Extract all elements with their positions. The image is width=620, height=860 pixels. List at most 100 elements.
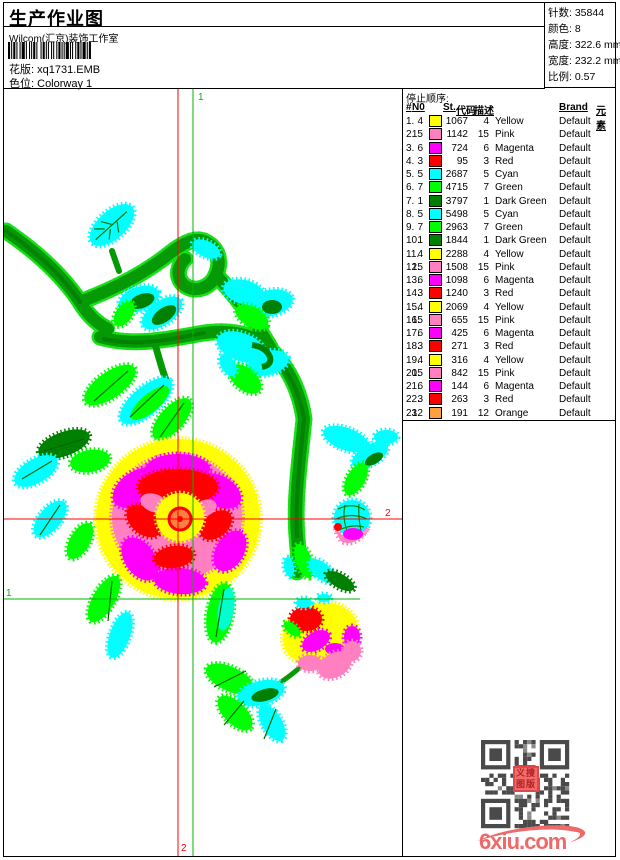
cell-code: 1 xyxy=(483,195,489,207)
table-row: 5. 5 2687 5 Cyan Default xyxy=(403,168,615,181)
cell-code: 3 xyxy=(483,288,489,300)
table-row: 18. 3 271 3 Red Default xyxy=(403,340,615,353)
studio-name: Wilcom(汇京)装饰工作室 xyxy=(9,34,119,45)
leaf-cluster-bottom-right xyxy=(203,661,288,744)
table-row: 20. 15 842 15 Pink Default xyxy=(403,366,615,380)
thread-color-chip xyxy=(429,221,442,233)
thread-color-chip xyxy=(429,207,442,220)
table-bottom-border xyxy=(403,420,615,421)
cell-brand: Default xyxy=(559,288,591,300)
thread-color-chip xyxy=(429,194,442,207)
cell-n0: 6 xyxy=(417,328,423,339)
table-row: 11. 4 2288 4 Yellow Default xyxy=(403,247,615,261)
cell-seq: 4. xyxy=(406,155,415,167)
cell-seq: 14. xyxy=(406,288,420,300)
cell-seq: 5. xyxy=(406,169,415,180)
cell-code: 7 xyxy=(483,222,489,233)
cell-seq: 18. xyxy=(406,341,420,353)
thread-color-chip xyxy=(429,313,442,326)
sepals xyxy=(281,541,357,594)
stat-stitches: 针数: 35844 xyxy=(548,7,605,19)
cell-brand: Default xyxy=(559,354,591,366)
design-file-line: 花版: xq1731.EMB xyxy=(9,61,100,77)
cell-brand: Default xyxy=(559,169,591,180)
cell-description: Dark Green xyxy=(495,195,547,207)
colorway-value: Colorway 1 xyxy=(37,78,93,90)
thread-color-chip xyxy=(429,393,442,406)
embroidery-design: 1 2 1 2 xyxy=(4,89,402,856)
cell-seq: 23. xyxy=(406,407,420,419)
table-header: # N0 St. 代码 描述 Brand 元素 xyxy=(403,102,615,132)
cell-n0: 3 xyxy=(417,394,423,406)
table-row: 17. 6 425 6 Magenta Default xyxy=(403,327,615,340)
cell-brand: Default xyxy=(559,394,591,406)
cell-code: 7 xyxy=(483,182,489,194)
cell-stitches: 2288 xyxy=(445,248,468,260)
cell-seq: 2. xyxy=(406,129,415,141)
cell-n0: 1 xyxy=(417,235,423,247)
cell-brand: Default xyxy=(559,222,591,233)
cell-seq: 7. xyxy=(406,195,415,207)
cell-description: Magenta xyxy=(495,381,534,392)
cell-n0: 4 xyxy=(417,248,423,260)
cell-brand: Default xyxy=(559,142,591,154)
col-hash: # xyxy=(406,102,412,113)
marker-label-green-left: 1 xyxy=(6,588,12,599)
table-row: 8. 5 5498 5 Cyan Default xyxy=(403,207,615,221)
cell-stitches: 144 xyxy=(451,381,468,392)
page-title: 生产作业图 xyxy=(9,9,104,29)
cell-description: Green xyxy=(495,222,523,233)
thread-color-chip xyxy=(429,380,442,392)
stop-sequence-title: 停止顺序: xyxy=(406,94,449,105)
cell-stitches: 1067 xyxy=(445,116,468,127)
cell-code: 5 xyxy=(483,169,489,180)
red-stamp: 义搜 图版 xyxy=(513,766,539,792)
cell-seq: 13. xyxy=(406,275,420,286)
cell-code: 3 xyxy=(483,155,489,167)
watermark: 6xiu.com xyxy=(475,825,590,855)
cell-description: Pink xyxy=(495,261,515,273)
thread-color-chip xyxy=(429,353,442,366)
cell-seq: 22. xyxy=(406,394,420,406)
table-row: 15. 4 2069 4 Yellow Default xyxy=(403,300,615,314)
table-row: 21. 6 144 6 Magenta Default xyxy=(403,380,615,393)
cell-stitches: 316 xyxy=(451,354,468,366)
cell-brand: Default xyxy=(559,116,591,127)
cell-code: 15 xyxy=(477,129,489,141)
cell-brand: Default xyxy=(559,129,591,141)
cell-stitches: 2963 xyxy=(445,222,468,233)
qr-code: 义搜 图版 xyxy=(479,738,572,831)
cell-description: Yellow xyxy=(495,301,524,313)
cell-seq: 8. xyxy=(406,208,415,220)
thread-color-chip xyxy=(429,181,442,194)
cell-description: Pink xyxy=(495,129,515,141)
cell-n0: 4 xyxy=(417,354,423,366)
cell-n0: 5 xyxy=(417,208,423,220)
cell-description: Green xyxy=(495,182,523,194)
thread-color-chip xyxy=(429,340,442,353)
cell-code: 6 xyxy=(483,381,489,392)
leaf-top xyxy=(87,201,137,249)
cell-seq: 6. xyxy=(406,182,415,194)
cell-stitches: 271 xyxy=(451,341,468,353)
cell-description: Cyan xyxy=(495,208,519,220)
title-row: 生产作业图 xyxy=(4,3,544,29)
cell-n0: 6 xyxy=(417,142,423,154)
cell-seq: 15. xyxy=(406,301,420,313)
thread-table: 1. 4 1067 4 Yellow Default 2. 15 1142 15… xyxy=(403,115,615,420)
cell-description: Red xyxy=(495,155,514,167)
table-row: 9. 7 2963 7 Green Default xyxy=(403,221,615,234)
table-row: 10. 1 1844 1 Dark Green Default xyxy=(403,234,615,247)
cell-seq: 1. xyxy=(406,116,415,127)
cell-stitches: 4715 xyxy=(445,182,468,194)
cell-brand: Default xyxy=(559,155,591,167)
cell-code: 4 xyxy=(483,354,489,366)
stat-width: 宽度: 232.2 mm xyxy=(548,55,620,67)
stats-box: 针数: 35844 颜色: 8 高度: 322.6 mm 宽度: 232.2 m… xyxy=(544,3,620,88)
cell-seq: 12. xyxy=(406,261,420,273)
cell-description: Pink xyxy=(495,367,515,379)
col-desc: 描述 xyxy=(474,106,494,117)
cell-description: Pink xyxy=(495,314,515,326)
cell-n0: 1 xyxy=(417,195,423,207)
cell-code: 4 xyxy=(483,301,489,313)
